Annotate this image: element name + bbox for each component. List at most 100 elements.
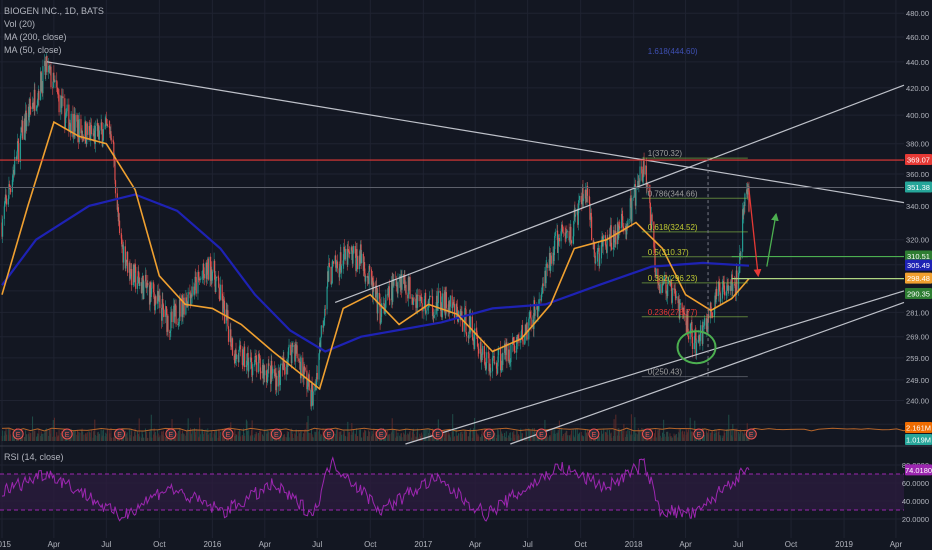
candle-body [68,104,70,132]
volume-bar [134,431,136,441]
candle-body [195,277,197,294]
earnings-e-icon [222,428,234,440]
volume-bar [408,435,410,441]
volume-bar [80,432,82,441]
volume-bar [376,437,378,441]
volume-bar [655,437,657,441]
candle-body [302,357,304,377]
candle-body [738,272,740,274]
candle-body [8,184,10,199]
candle-body [464,308,466,310]
candle-body [72,136,75,138]
candle-body [522,339,524,345]
volume-bar [139,436,141,441]
candle-body [740,251,742,257]
volume-bar [302,437,304,441]
candle-body [513,344,515,351]
volume-bar [598,436,600,441]
candle-body [449,295,452,307]
candle-body [174,304,176,317]
candle-body [605,244,607,247]
volume-bar [710,432,712,441]
volume-bar [257,432,259,441]
candle-body [56,87,58,90]
candle-body [471,316,473,337]
volume-bar [508,435,510,441]
volume-bar [460,431,462,441]
fib-label: 0(250.43) [648,368,683,377]
volume-bar [634,417,636,441]
volume-bar [165,437,167,441]
candle-body [18,143,20,163]
volume-bar [182,433,184,441]
price-tag-label: 351.38 [907,183,930,192]
volume-bar [369,431,371,441]
candle-body [718,281,720,283]
volume-bar [719,435,721,441]
candle-body [463,321,465,332]
volume-bar [719,437,721,441]
candle-body [82,136,84,141]
volume-bar [609,435,611,441]
volume-bar [343,430,345,441]
candle-body [733,284,736,285]
volume-bar [145,428,147,441]
earnings-e-text: E [326,432,331,439]
volume-bar [497,429,499,441]
volume-bar [102,430,104,441]
volume-bar [629,430,631,441]
candle-body [278,370,280,374]
candle-body [16,151,18,161]
candle-body [619,227,621,228]
volume-bar [44,432,46,441]
volume-bar [558,432,560,441]
volume-bar [81,428,83,441]
volume-bar [320,436,322,441]
volume-bar [508,436,510,441]
candle-body [114,180,117,194]
volume-bar [582,437,584,441]
volume-bar [86,432,88,441]
earnings-e-text: E [645,432,650,439]
volume-bar [154,432,156,441]
volume-bar [706,432,708,441]
candle-body [12,173,14,180]
volume-bar [528,435,530,441]
volume-bar [464,430,466,441]
volume-bar [618,436,620,441]
candle-body [524,335,526,345]
candle-body [129,262,131,279]
candle-body [332,261,335,264]
volume-bar [61,436,63,441]
candle-body [615,231,617,245]
volume-bar [617,435,619,441]
volume-bar [496,434,498,441]
volume-bar [346,436,348,441]
candle-body [162,304,164,310]
candle-body [25,110,27,127]
volume-bar [3,435,5,441]
volume-bar [502,436,504,441]
candle-body [580,196,582,202]
candle-body [570,240,573,244]
volume-bar [443,429,445,441]
volume-bar [86,436,88,441]
volume-bar [451,431,453,441]
candle-body [355,249,358,272]
volume-bar [157,429,159,441]
volume-bar [715,432,717,441]
volume-bar [157,433,159,441]
volume-bar [715,437,717,441]
volume-bar [621,434,623,441]
volume-bar [29,433,31,441]
candle-body [265,370,268,383]
candle-body [37,98,39,106]
earnings-e-text: E [274,432,279,439]
volume-bar [48,429,50,441]
candle-body [246,353,248,366]
volume-bar [419,435,421,441]
volume-bar [587,429,589,441]
volume-bar [671,437,673,441]
candle-body [182,306,184,318]
